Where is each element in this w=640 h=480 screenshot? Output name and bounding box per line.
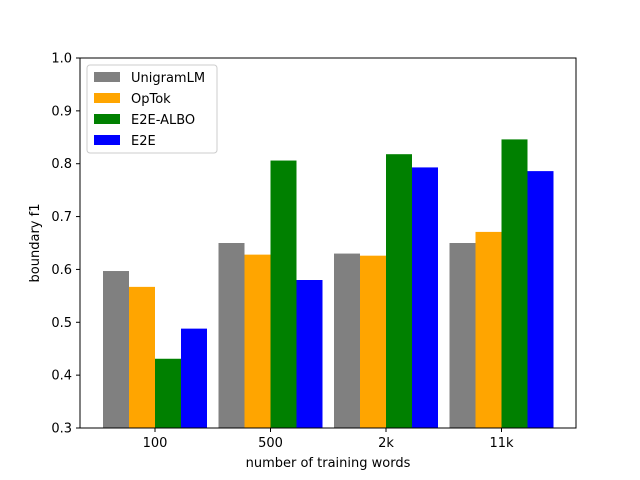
legend-label-optok: OpTok	[131, 92, 171, 107]
y-tick-label: 0.8	[51, 157, 72, 172]
legend-swatch-unigramlm	[94, 72, 120, 82]
bar-unigramlm-2k	[334, 253, 360, 428]
bar-unigramlm-100	[103, 271, 129, 428]
bar-unigramlm-11k	[449, 243, 476, 428]
legend-label-e2e-albo: E2E-ALBO	[131, 113, 195, 128]
y-tick-label: 0.5	[51, 316, 72, 331]
legend-label-unigramlm: UnigramLM	[131, 71, 205, 86]
y-tick-label: 0.6	[51, 263, 72, 278]
bar-e2e-albo-100	[155, 358, 181, 428]
y-tick-label: 0.3	[51, 422, 72, 437]
y-tick-label: 0.9	[51, 104, 72, 119]
plot-frame	[79, 57, 577, 429]
x-axis: 100 500 2k 11k	[143, 428, 514, 451]
legend-box	[86, 64, 218, 154]
bar-optok-11k	[475, 231, 502, 428]
bar-e2e-albo-11k	[501, 139, 528, 428]
legend-swatch-e2e	[94, 135, 120, 145]
y-tick-label: 0.4	[51, 369, 72, 384]
bar-optok-500	[244, 254, 271, 428]
bar-e2e-albo-2k	[386, 154, 412, 428]
x-axis-label: number of training words	[246, 456, 411, 471]
x-tick-label: 100	[143, 436, 168, 451]
y-axis-label: boundary f1	[28, 204, 43, 283]
bar-e2e-11k	[527, 171, 554, 428]
legend-swatch-e2e-albo	[94, 114, 120, 124]
bar-e2e-100	[181, 328, 207, 428]
bar-e2e-albo-500	[270, 160, 297, 429]
x-tick-label: 2k	[378, 436, 394, 451]
x-tick-label: 500	[258, 436, 283, 451]
y-tick-label: 1.0	[51, 52, 72, 67]
bar-optok-2k	[360, 255, 386, 428]
bars-layer	[103, 139, 554, 429]
y-axis: 0.3 0.4 0.5 0.6 0.7 0.8 0.9 1.0	[51, 52, 80, 437]
bar-e2e-2k	[412, 167, 438, 428]
bar-unigramlm-500	[218, 243, 245, 428]
bar-optok-100	[129, 286, 155, 428]
bar-e2e-500	[296, 280, 323, 428]
legend: UnigramLM OpTok E2E-ALBO E2E	[86, 64, 218, 154]
x-tick-label: 11k	[489, 436, 514, 451]
legend-swatch-optok	[94, 93, 120, 103]
y-tick-label: 0.7	[51, 210, 72, 225]
legend-label-e2e: E2E	[131, 134, 156, 149]
